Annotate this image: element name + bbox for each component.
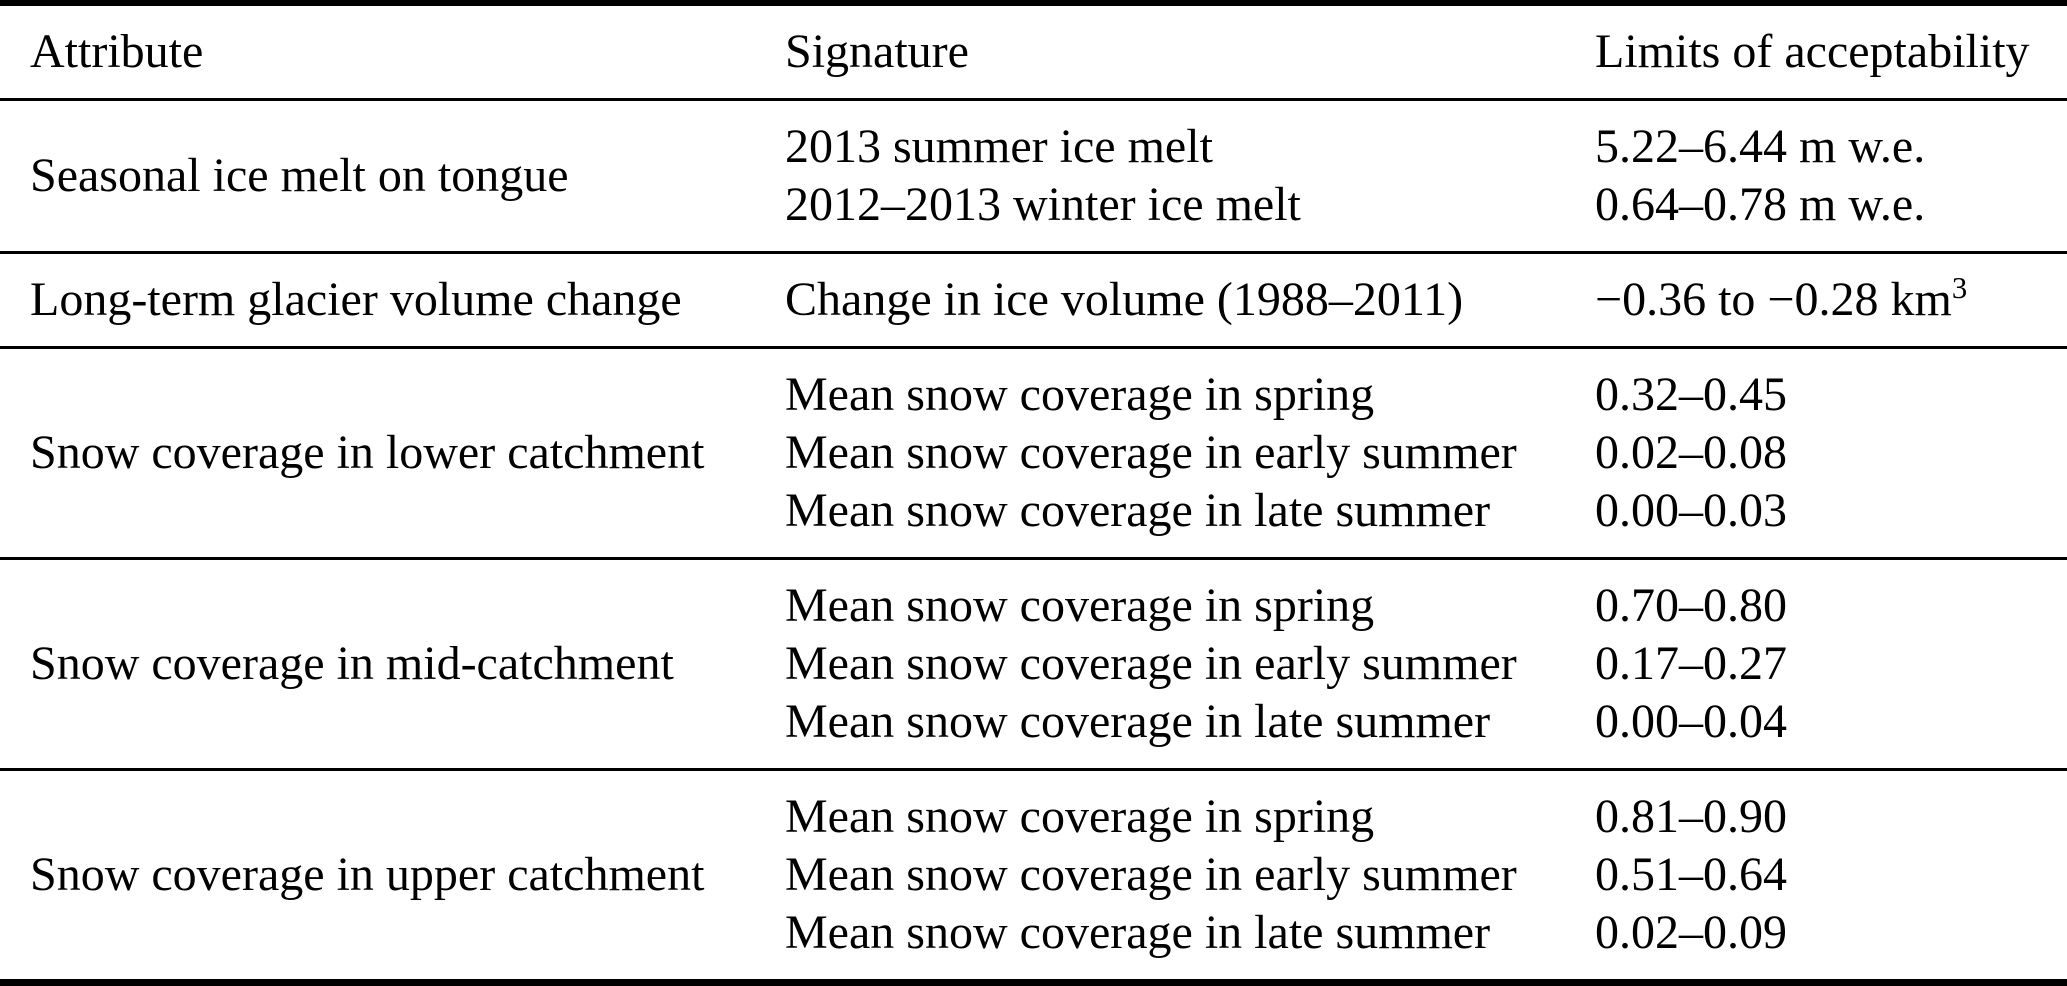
- signature-cell: Mean snow coverage in spring Mean snow c…: [785, 347, 1595, 560]
- limits-value: −0.36 to −0.28 km: [1595, 273, 1952, 326]
- limits-line: 0.00–0.03: [1595, 484, 1787, 537]
- limits-line: 0.70–0.80: [1595, 579, 1787, 632]
- signature-line: Mean snow coverage in late summer: [785, 906, 1491, 959]
- limits-line: 0.02–0.09: [1595, 906, 1787, 959]
- limits-superscript: 3: [1951, 271, 1968, 305]
- signature-line: Mean snow coverage in spring: [785, 579, 1375, 632]
- signature-line: Mean snow coverage in early summer: [785, 637, 1517, 690]
- limits-line: 0.17–0.27: [1595, 637, 1787, 690]
- attribute-cell: Snow coverage in lower catchment: [0, 347, 785, 560]
- limits-line: 0.81–0.90: [1595, 790, 1787, 843]
- column-header-attribute: Attribute: [0, 3, 785, 101]
- attribute-cell: Snow coverage in mid-catchment: [0, 558, 785, 771]
- limits-line: 0.64–0.78 m w.e.: [1595, 178, 1926, 231]
- signature-cell: Mean snow coverage in spring Mean snow c…: [785, 558, 1595, 771]
- signature-line: Mean snow coverage in early summer: [785, 848, 1517, 901]
- limits-cell: 0.70–0.80 0.17–0.27 0.00–0.04: [1595, 558, 2067, 771]
- signature-line: Mean snow coverage in late summer: [785, 695, 1491, 748]
- attribute-label: Snow coverage in mid-catchment: [30, 637, 674, 690]
- column-header-signature: Signature: [785, 3, 1595, 101]
- signature-line: Mean snow coverage in early summer: [785, 426, 1517, 479]
- table-row-snow-lower-catchment: Snow coverage in lower catchment Mean sn…: [0, 347, 2067, 560]
- limits-line: 0.00–0.04: [1595, 695, 1787, 748]
- attribute-cell: Snow coverage in upper catchment: [0, 770, 785, 983]
- table-row-snow-mid-catchment: Snow coverage in mid-catchment Mean snow…: [0, 558, 2067, 771]
- attribute-cell: Seasonal ice melt on tongue: [0, 99, 785, 254]
- limits-line: 0.51–0.64: [1595, 848, 1787, 901]
- limits-cell: 5.22–6.44 m w.e. 0.64–0.78 m w.e.: [1595, 99, 2067, 254]
- attribute-label: Snow coverage in lower catchment: [30, 426, 705, 479]
- attribute-label: Long-term glacier volume change: [30, 273, 682, 326]
- signature-line: Mean snow coverage in late summer: [785, 484, 1491, 537]
- column-header-limits: Limits of acceptability: [1595, 3, 2067, 101]
- signature-cell: Change in ice volume (1988–2011): [785, 252, 1595, 349]
- signature-line: Mean snow coverage in spring: [785, 790, 1375, 843]
- limits-line: 5.22–6.44 m w.e.: [1595, 120, 1926, 173]
- header-row: Attribute Signature Limits of acceptabil…: [0, 3, 2067, 101]
- table-row-snow-upper-catchment: Snow coverage in upper catchment Mean sn…: [0, 770, 2067, 983]
- table-row-seasonal-ice-melt: Seasonal ice melt on tongue 2013 summer …: [0, 99, 2067, 254]
- signature-line: Change in ice volume (1988–2011): [785, 273, 1464, 326]
- limits-cell: −0.36 to −0.28 km3: [1595, 252, 2067, 349]
- limits-line: −0.36 to −0.28 km3: [1595, 271, 2067, 329]
- signature-line: 2012–2013 winter ice melt: [785, 178, 1301, 231]
- limits-line: 0.32–0.45: [1595, 368, 1787, 421]
- signature-cell: 2013 summer ice melt 2012–2013 winter ic…: [785, 99, 1595, 254]
- signature-line: Mean snow coverage in spring: [785, 368, 1375, 421]
- limits-cell: 0.81–0.90 0.51–0.64 0.02–0.09: [1595, 770, 2067, 983]
- signature-line: 2013 summer ice melt: [785, 120, 1213, 173]
- table-row-glacier-volume-change: Long-term glacier volume change Change i…: [0, 252, 2067, 349]
- limits-cell: 0.32–0.45 0.02–0.08 0.00–0.03: [1595, 347, 2067, 560]
- signature-cell: Mean snow coverage in spring Mean snow c…: [785, 770, 1595, 983]
- limits-line: 0.02–0.08: [1595, 426, 1787, 479]
- attribute-cell: Long-term glacier volume change: [0, 252, 785, 349]
- attribute-label: Snow coverage in upper catchment: [30, 848, 705, 901]
- attribute-label: Seasonal ice melt on tongue: [30, 149, 569, 202]
